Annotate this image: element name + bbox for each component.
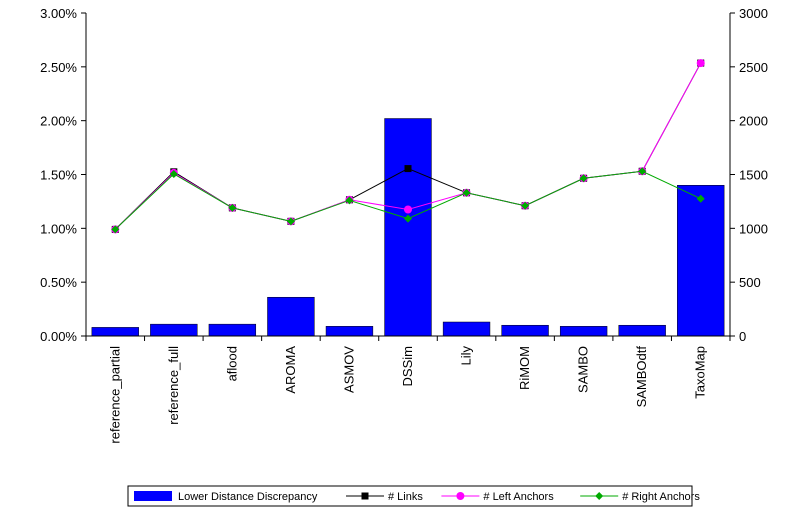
point-right-anchors <box>286 217 295 226</box>
left-tick-label: 3.00% <box>40 6 77 21</box>
point-links <box>404 165 412 173</box>
right-tick-label: 1000 <box>739 221 768 236</box>
axes-layer: 0.00% 0.50% 1.00% 1.50% 2.00% 2.50% 3.00% 0 500 1… <box>40 6 768 344</box>
bar-Lily <box>442 321 491 337</box>
left-tick-label: 0.00% <box>40 329 77 344</box>
x-tick-label: aflood <box>224 346 239 381</box>
left-tick-label: 2.50% <box>40 60 77 75</box>
legend-label: # Left Anchors <box>483 491 554 503</box>
bars-layer <box>91 118 725 337</box>
bar-SAMBOdtf <box>618 324 666 337</box>
x-tick-label: reference_full <box>166 346 181 425</box>
point-right-anchors <box>521 201 530 210</box>
legend-swatch-marker <box>361 492 369 500</box>
left-tick-label: 2.00% <box>40 114 77 129</box>
point-right-anchors <box>169 169 178 178</box>
point-right-anchors <box>696 194 705 203</box>
legend-label: # Links <box>388 491 423 503</box>
x-tick-label: AROMA <box>283 346 298 394</box>
left-tick-label: 1.00% <box>40 221 77 236</box>
x-tick-label: ASMOV <box>341 346 356 393</box>
point-left-anchors <box>404 205 412 214</box>
lines-layer <box>111 59 705 234</box>
x-tick-label: SAMBOdtf <box>634 346 649 408</box>
legend-swatch-marker <box>456 492 465 500</box>
point-right-anchors <box>462 188 471 197</box>
point-right-anchors <box>638 167 647 176</box>
point-right-anchors <box>404 214 412 223</box>
left-tick-label: 1.50% <box>40 168 77 183</box>
point-left-anchors <box>696 59 705 68</box>
right-tick-label: 2500 <box>739 60 768 75</box>
point-right-anchors <box>228 203 237 212</box>
bar-ASMOV <box>325 326 374 337</box>
x-tick-label: DSSim <box>400 346 415 386</box>
legend-swatch-marker <box>595 492 604 500</box>
bar-reference_partial <box>91 327 139 337</box>
bar-TaxoMap <box>677 185 725 337</box>
legend-swatch-bar <box>134 491 172 501</box>
point-right-anchors <box>111 225 120 234</box>
x-tick-label: SAMBO <box>576 346 591 393</box>
bar-AROMA <box>267 296 315 337</box>
right-tick-label: 1500 <box>739 168 768 183</box>
point-right-anchors <box>579 174 588 183</box>
bar-aflood <box>208 323 257 337</box>
right-tick-label: 0 <box>739 329 746 344</box>
right-tick-label: 3000 <box>739 6 768 21</box>
x-tick-label: RiMOM <box>517 346 532 390</box>
bar-RiMOM <box>501 324 549 337</box>
right-tick-label: 500 <box>739 275 761 290</box>
bar-reference_full <box>150 323 198 337</box>
legend: Lower Distance Discrepancy # Links # Left … <box>127 485 700 507</box>
x-tick-label: reference_partial <box>107 346 122 444</box>
left-tick-label: 0.50% <box>40 275 77 290</box>
right-tick-label: 2000 <box>739 114 768 129</box>
point-right-anchors <box>345 196 354 205</box>
legend-label: Lower Distance Discrepancy <box>178 491 318 503</box>
legend-box <box>127 485 693 507</box>
bar-DSSim <box>384 118 432 337</box>
x-tick-label: TaxoMap <box>693 346 708 399</box>
legend-label: # Right Anchors <box>622 491 700 503</box>
bar-SAMBO <box>559 326 608 337</box>
x-tick-labels: reference_partial reference_full aflood ARO… <box>107 346 707 444</box>
x-tick-label: Lily <box>459 346 474 366</box>
